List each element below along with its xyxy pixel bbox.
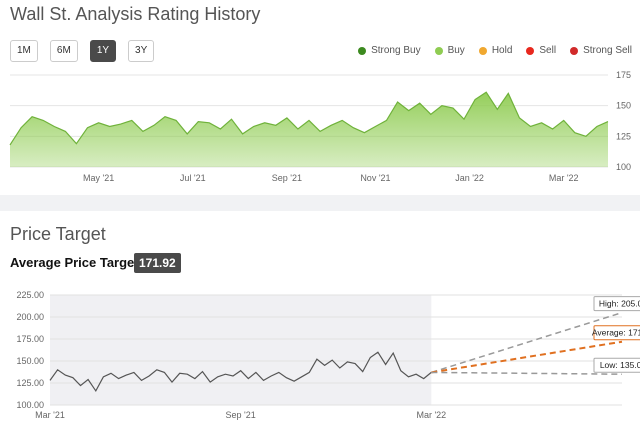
y-tick-label: 100 [616, 162, 631, 172]
x-tick-label: Sep '21 [226, 410, 256, 420]
range-1m-button[interactable]: 1M [10, 40, 38, 62]
rating-history-panel: Wall St. Analysis Rating History 1M 6M 1… [0, 0, 640, 195]
panel-separator [0, 195, 640, 211]
projection-low-label: Low: 135.00 [600, 360, 640, 370]
rating-line [9, 91, 609, 146]
rating-legend: Strong Buy Buy Hold Sell Strong Sell [358, 45, 632, 56]
y-tick-label: 200.00 [16, 312, 44, 322]
y-tick-label: 100.00 [16, 400, 44, 410]
y-tick-label: 225.00 [16, 290, 44, 300]
range-selector: 1M 6M 1Y 3Y [10, 40, 155, 62]
x-tick-label: Jan '22 [455, 173, 484, 183]
legend-buy[interactable]: Buy [434, 45, 465, 56]
x-tick-label: May '21 [83, 173, 114, 183]
rating-history-chart[interactable]: 100 125 150 175 May '21 Jul '21 Sep '21 Nov '21… [0, 65, 640, 190]
legend-dot-icon [570, 46, 579, 55]
legend-hold[interactable]: Hold [478, 45, 513, 56]
price-target-chart[interactable]: 100.00 125.00 150.00 175.00 200.00 225.00 High… [0, 285, 640, 425]
projection-high-label: High: 205.00 [599, 299, 640, 309]
y-tick-label: 125.00 [16, 378, 44, 388]
price-target-panel: Price Target Average Price Target 171.92… [0, 211, 640, 425]
projection-average-label: Average: 171.92 [592, 328, 640, 338]
legend-label: Strong Buy [371, 45, 421, 56]
x-tick-label: Jul '21 [180, 173, 206, 183]
x-tick-label: Sep '21 [272, 173, 302, 183]
average-price-target-label: Average Price Target [10, 255, 139, 270]
history-region [50, 295, 432, 405]
average-price-target-badge: 171.92 [134, 253, 181, 273]
legend-dot-icon [358, 46, 367, 55]
range-3y-button[interactable]: 3Y [128, 40, 155, 62]
y-tick-label: 150 [616, 101, 631, 111]
projection-high-box [593, 296, 640, 312]
price-line [49, 351, 432, 393]
projection-high-line [431, 311, 623, 374]
y-tick-label: 175.00 [16, 334, 44, 344]
range-1y-button[interactable]: 1Y [89, 40, 117, 62]
projection-average-line [431, 340, 623, 374]
price-target-title: Price Target [10, 224, 106, 244]
x-tick-label: Mar '22 [549, 173, 579, 183]
legend-strong-buy[interactable]: Strong Buy [358, 45, 421, 56]
projection-average-box [593, 325, 640, 341]
projection-low-line [431, 371, 623, 375]
x-tick-label: Nov '21 [360, 173, 390, 183]
x-tick-label: Mar '21 [35, 410, 65, 420]
legend-dot-icon [478, 46, 487, 55]
rating-history-title: Wall St. Analysis Rating History [10, 4, 261, 24]
y-tick-label: 150.00 [16, 356, 44, 366]
range-6m-button[interactable]: 6M [49, 40, 78, 62]
legend-sell[interactable]: Sell [526, 45, 556, 56]
legend-label: Sell [539, 45, 557, 56]
legend-label: Buy [447, 45, 465, 56]
x-tick-label: Mar '22 [416, 410, 446, 420]
rating-area [10, 92, 608, 167]
legend-dot-icon [526, 46, 535, 55]
projection-low-box [593, 357, 640, 373]
y-tick-label: 125 [616, 131, 631, 141]
legend-label: Hold [491, 45, 513, 56]
y-tick-label: 175 [616, 70, 631, 80]
legend-strong-sell[interactable]: Strong Sell [570, 45, 632, 56]
legend-label: Strong Sell [583, 45, 632, 56]
legend-dot-icon [434, 46, 443, 55]
